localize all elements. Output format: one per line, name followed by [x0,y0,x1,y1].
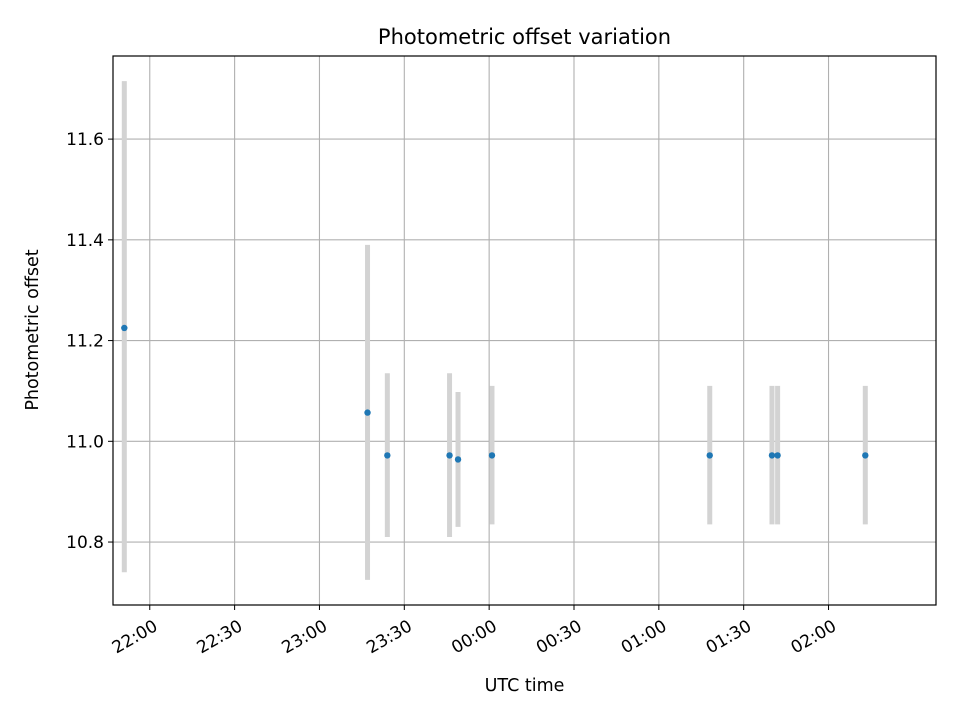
y-axis-label: Photometric offset [23,249,43,410]
x-tick-label: 00:00 [448,616,500,658]
x-tick-label: 00:30 [533,616,585,658]
x-tick-label: 22:30 [194,616,246,658]
data-point [121,324,128,332]
chart-title: Photometric offset variation [378,25,671,49]
x-tick-label: 23:30 [363,616,415,658]
data-point [774,452,781,459]
x-tick-label: 22:00 [109,616,161,658]
x-tick-label: 01:30 [703,616,755,658]
y-tick-label: 11.6 [66,130,104,150]
data-point [768,452,776,459]
x-tick-label: 23:00 [279,616,331,658]
ticks: 22:00 22:30 23:00 23:30 00:00 00:30 01:00 01:30… [66,130,840,658]
data-point [364,409,371,416]
y-tick-label: 10.8 [66,533,104,553]
data-points [121,324,869,463]
data-point [488,452,496,459]
plot-frame [112,55,937,606]
error-bars [121,81,868,580]
data-point [862,452,869,459]
x-tick-label: 01:00 [618,616,670,658]
grid [113,56,936,605]
y-tick-label: 11.4 [66,231,104,251]
data-point [706,452,713,459]
data-point [384,452,391,459]
x-tick-label: 02:00 [788,616,840,658]
data-point [454,456,462,463]
y-tick-label: 11.2 [66,332,104,352]
data-point [446,452,453,459]
x-axis-label: UTC time [485,676,565,696]
y-tick-label: 11.0 [66,432,104,452]
